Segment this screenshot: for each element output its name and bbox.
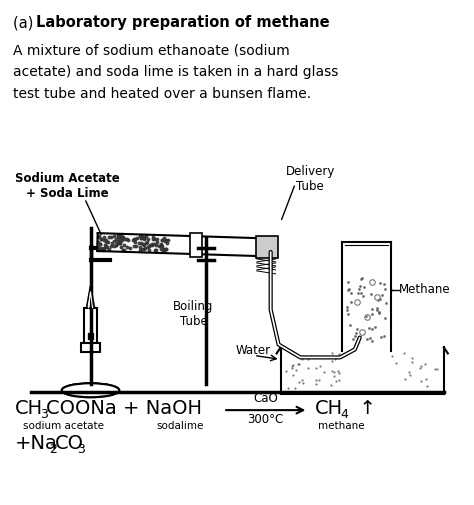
Text: Sodium Acetate
+ Soda Lime: Sodium Acetate + Soda Lime [15,172,120,200]
Text: 4: 4 [340,408,348,421]
Text: 300°C: 300°C [247,413,284,426]
Text: Boiling
Tube: Boiling Tube [173,300,214,328]
Text: methane: methane [318,421,365,431]
Text: +Na: +Na [15,434,58,453]
Text: 3: 3 [40,408,48,421]
Text: ↑: ↑ [347,399,376,418]
Bar [190,233,201,257]
Ellipse shape [62,383,119,397]
Bar [83,308,98,342]
Text: sodium acetate: sodium acetate [23,421,104,431]
Bar [81,342,100,352]
Text: sodalime: sodalime [157,421,204,431]
Text: COONa + NaOH: COONa + NaOH [46,399,202,418]
Text: acetate) and soda lime is taken in a hard glass: acetate) and soda lime is taken in a har… [13,65,338,79]
Polygon shape [97,233,256,256]
Text: Water: Water [236,344,271,357]
Text: 2: 2 [49,443,57,456]
Text: CaO: CaO [253,392,278,405]
Polygon shape [256,236,278,258]
Text: Methane: Methane [400,283,451,296]
Text: (a): (a) [13,15,38,30]
Text: Laboratory preparation of methane: Laboratory preparation of methane [36,15,330,30]
Text: A mixture of sodium ethanoate (sodium: A mixture of sodium ethanoate (sodium [13,43,290,57]
Text: CH: CH [315,399,343,418]
Text: CO: CO [55,434,84,453]
Text: test tube and heated over a bunsen flame.: test tube and heated over a bunsen flame… [13,87,311,101]
Text: CH: CH [15,399,44,418]
Bar [88,333,93,338]
Text: 3: 3 [77,443,84,456]
Text: Delivery
Tube: Delivery Tube [285,166,335,193]
